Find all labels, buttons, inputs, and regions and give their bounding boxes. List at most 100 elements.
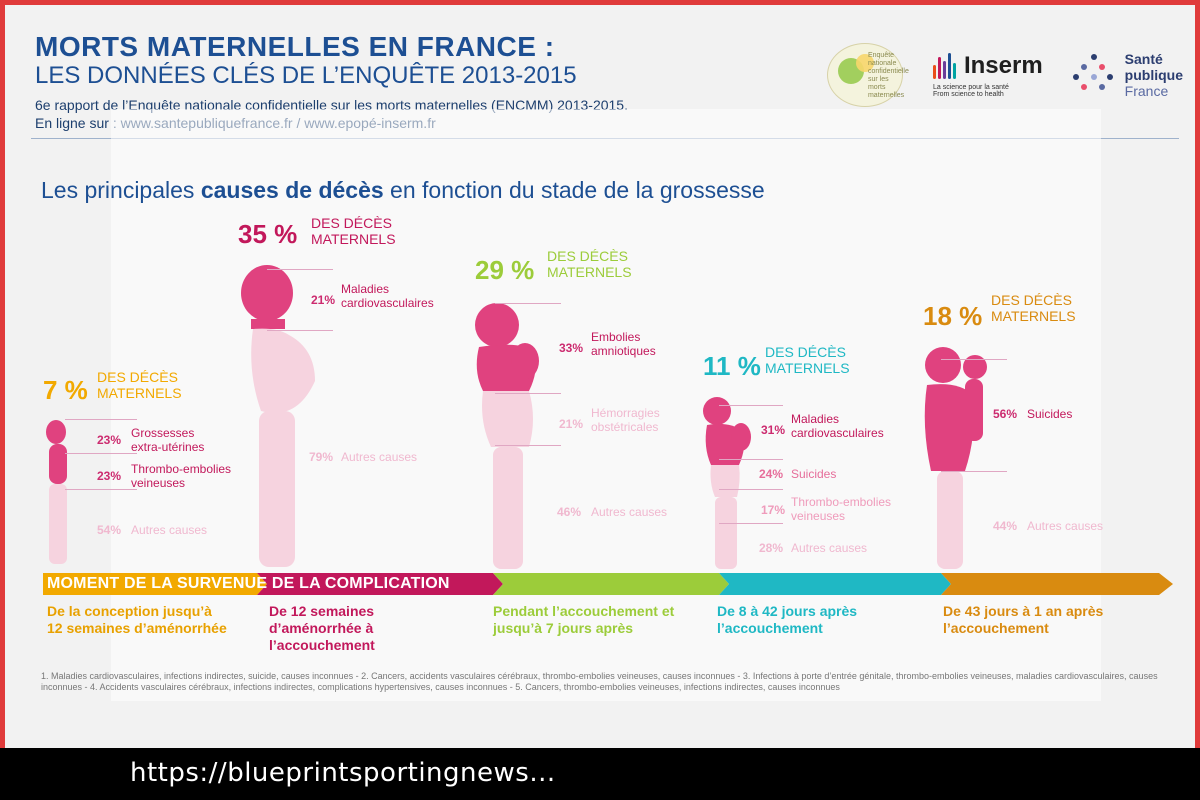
- stage-2-line-2: [267, 330, 333, 331]
- stage-5-label-line1: DES DÉCÈS: [991, 292, 1072, 308]
- stage-4-cause-2-text: Suicides: [791, 467, 837, 481]
- stage-2-cause-1-text: Maladies cardiovasculaires: [341, 282, 434, 310]
- stage-4-cause-4-text: Autres causes: [791, 541, 868, 555]
- spf-dots-icon: [1072, 54, 1115, 96]
- stage-4-percent: 11 %: [703, 351, 761, 381]
- stage-2-period: De 12 semaines d’aménorrhée à l’accouche…: [269, 603, 375, 653]
- stage-3-cause-2-pct: 21%: [559, 417, 584, 431]
- stage-4-cause-3-pct: 17%: [761, 503, 786, 517]
- stage-4-header: 11 %: [703, 351, 761, 382]
- stage-1-label-line2: MATERNELS: [97, 385, 182, 401]
- section-title-bold: causes de décès: [200, 177, 384, 203]
- stage-4-line-4: [719, 523, 783, 524]
- spf-line-3: France: [1124, 83, 1169, 99]
- sante-publique-france-logo: Santé publique France: [1072, 51, 1183, 99]
- stage-1-cause-3-pct: 54%: [97, 523, 122, 537]
- stage-4-cause-2-pct: 24%: [759, 467, 784, 481]
- stage-5-cause-2-text: Autres causes: [1027, 519, 1104, 533]
- stage-4-period: De 8 à 42 jours après l’accouchement: [717, 603, 858, 636]
- stage-5-header: 18 %: [923, 301, 982, 332]
- stage-5-cause-1-pct: 56%: [993, 407, 1018, 421]
- stage-2-cause-1-pct: 21%: [311, 293, 336, 307]
- stage-2-figure: [241, 265, 315, 567]
- stage-2-percent: 35 %: [238, 219, 298, 249]
- stage-4-cause-1-text: Maladies cardiovasculaires: [791, 412, 884, 440]
- spf-line-2: publique: [1124, 67, 1183, 83]
- stage-4-line-1: [719, 405, 783, 406]
- timeline-segment-5: [941, 573, 1173, 595]
- stage-1-line-2: [65, 453, 137, 454]
- infographic-subtitle: LES DONNÉES CLÉS DE L’ENQUÊTE 2013-2015: [35, 62, 577, 89]
- stage-5-cause-2-pct: 44%: [993, 519, 1018, 533]
- timeline-arrow: [43, 573, 1173, 595]
- stage-4-cause-1-pct: 31%: [761, 423, 786, 437]
- stage-5-cause-1-text: Suicides: [1027, 407, 1073, 421]
- inserm-logo: Inserm La science pour la santé From sci…: [932, 52, 1043, 98]
- stage-4-label-line1: DES DÉCÈS: [765, 344, 846, 360]
- stage-1-percent: 7 %: [43, 375, 88, 405]
- stage-3-cause-1-text: Embolies amniotiques: [591, 330, 656, 358]
- stage-3-figure: [475, 303, 539, 569]
- stage-2-label-line2: MATERNELS: [311, 231, 396, 247]
- stage-4-line-3: [719, 489, 783, 490]
- stage-2-line-1: [267, 269, 333, 270]
- stage-3-period: Pendant l’accouchement et jusqu’à 7 jour…: [493, 603, 675, 636]
- timeline-segment-1: [43, 573, 267, 595]
- stage-3-percent: 29 %: [475, 255, 535, 285]
- stage-1-label: DES DÉCÈS MATERNELS: [97, 369, 182, 401]
- timeline-segment-2: [257, 573, 503, 595]
- stage-2-cause-2-text: Autres causes: [341, 450, 418, 464]
- stage-3-cause-1-pct: 33%: [559, 341, 584, 355]
- stage-1-header: 7 %: [43, 375, 88, 406]
- stage-3-line-1: [495, 303, 561, 304]
- stage-3-label-line1: DES DÉCÈS: [547, 248, 628, 264]
- inserm-name: Inserm: [963, 52, 1043, 79]
- section-title: Les principales causes de décès en fonct…: [41, 177, 765, 204]
- stage-3-label: DES DÉCÈS MATERNELS: [547, 248, 632, 280]
- stage-5-percent: 18 %: [923, 301, 983, 331]
- stage-2-label: DES DÉCÈS MATERNELS: [311, 215, 396, 247]
- stage-3-cause-3-text: Autres causes: [591, 505, 668, 519]
- link-url-overlay[interactable]: [0, 748, 1200, 800]
- timeline-label: MOMENT DE LA SURVENUE DE LA COMPLICATION: [47, 575, 450, 592]
- stage-1-label-line1: DES DÉCÈS: [97, 369, 178, 385]
- stage-5-period: De 43 jours à 1 an après l’accouchement: [943, 603, 1104, 636]
- stage-5-figure: [924, 347, 987, 569]
- stage-1-figure: [46, 420, 67, 564]
- footnote: 1. Maladies cardiovasculaires, infection…: [41, 671, 1158, 692]
- section-title-prefix: Les principales: [41, 177, 201, 203]
- partner-logos: Enquête nationale confidentielle sur les…: [826, 43, 1183, 107]
- enquete-logo-text: Enquête nationale confidentielle sur les…: [867, 52, 909, 99]
- infographic-frame: MORTS MATERNELLES EN FRANCE : LES DONNÉE…: [0, 0, 1200, 748]
- stage-5-line-2: [941, 471, 1007, 472]
- timeline-segment-3: [493, 573, 729, 595]
- stage-1-line-1: [65, 419, 137, 420]
- timeline-segment-4: [719, 573, 951, 595]
- stage-1-line-3: [65, 489, 137, 490]
- enquete-logo: Enquête nationale confidentielle sur les…: [826, 43, 909, 107]
- infographic-title: MORTS MATERNELLES EN FRANCE :: [35, 31, 555, 62]
- stage-3-cause-3-pct: 46%: [557, 505, 582, 519]
- stage-3-line-3: [495, 445, 561, 446]
- inserm-bars-icon: [932, 53, 956, 79]
- stage-2-label-line1: DES DÉCÈS: [311, 215, 392, 231]
- link-url-text[interactable]: https://blueprintsportingnews...: [130, 758, 556, 788]
- stage-4-label-line2: MATERNELS: [765, 360, 850, 376]
- stage-1-cause-1-pct: 23%: [97, 433, 122, 447]
- stage-2-cause-2-pct: 79%: [309, 450, 334, 464]
- inserm-tagline-1: La science pour la santé: [932, 84, 1009, 91]
- section-title-suffix: en fonction du stade de la grossesse: [383, 177, 765, 203]
- inserm-tagline-2: From science to health: [932, 91, 1004, 98]
- stage-3-header: 29 %: [475, 255, 534, 286]
- stage-1-cause-1-text: Grossesses extra-utérines: [131, 426, 205, 454]
- spf-line-1: Santé: [1124, 51, 1163, 67]
- stage-4-cause-4-pct: 28%: [759, 541, 784, 555]
- stage-1-period: De la conception jusqu’à 12 semaines d’a…: [47, 603, 227, 636]
- stage-5-label-line2: MATERNELS: [991, 308, 1076, 324]
- stage-4-label: DES DÉCÈS MATERNELS: [765, 344, 850, 376]
- stage-1-cause-2-text: Thrombo-embolies veineuses: [131, 462, 232, 490]
- stage-3-cause-2-text: Hémorragies obstétricales: [591, 406, 660, 434]
- stage-5-label: DES DÉCÈS MATERNELS: [991, 292, 1076, 324]
- stage-5-line-1: [941, 359, 1007, 360]
- stage-4-figure: [703, 397, 751, 569]
